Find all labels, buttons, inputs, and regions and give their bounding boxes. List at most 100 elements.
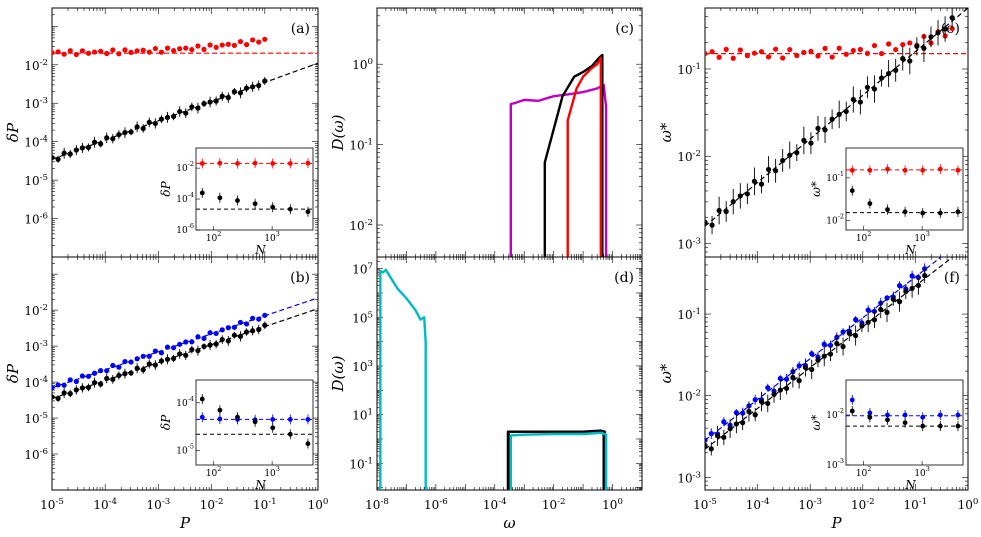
- y-tick-label: 10-3: [677, 470, 701, 485]
- panel-c: 100 10-1 10-2 D(ω) (c): [329, 7, 643, 258]
- inset-data-point: [217, 407, 223, 413]
- data-point: [213, 44, 219, 50]
- y-tick-label: 10-6: [24, 447, 48, 462]
- data-point: [846, 330, 852, 336]
- data-point: [840, 329, 846, 335]
- inset-data-point: [920, 167, 926, 173]
- inset-data-point: [920, 210, 926, 216]
- y-tick-label: 10-2: [349, 218, 373, 233]
- fit-line: [705, 8, 968, 227]
- data-point: [110, 47, 116, 53]
- data-point: [177, 46, 183, 52]
- inset-data-point: [252, 201, 258, 207]
- data-point: [709, 222, 715, 228]
- y-tick-label: 10-1: [349, 138, 373, 153]
- inset-y-tick-label: 10-5: [176, 443, 194, 457]
- fit-line: [52, 62, 318, 160]
- data-point: [189, 47, 195, 53]
- inset-y-axis-label: δP: [159, 414, 173, 430]
- inset-data-point: [955, 412, 961, 418]
- inset-data-point: [849, 397, 855, 403]
- inset-x-tick-label: 102: [856, 465, 872, 479]
- y-tick-label: 10-3: [24, 96, 48, 111]
- inset-data-point: [199, 161, 205, 166]
- data-point: [67, 48, 73, 54]
- inset-data-point: [920, 423, 926, 429]
- inset-y-tick-label: 10-6: [176, 222, 194, 236]
- data-point: [746, 408, 752, 415]
- data-point: [104, 50, 110, 57]
- data-point: [893, 46, 899, 53]
- inset-data-point: [217, 195, 223, 201]
- series-2: [705, 268, 928, 456]
- plot-area: [705, 257, 954, 456]
- inset-x-tick-label: 102: [856, 230, 872, 244]
- data-point: [134, 48, 140, 54]
- data-point: [758, 49, 765, 55]
- inset-frame: [845, 147, 964, 231]
- inset-data-point: [235, 161, 240, 166]
- data-point: [207, 330, 213, 336]
- data-point: [152, 348, 158, 354]
- inset-series-0: [846, 164, 963, 176]
- x-tick-label: 10-2: [200, 497, 224, 512]
- x-tick-label: 10-2: [851, 497, 875, 512]
- inset-y-tick-label: 10-2: [176, 160, 194, 174]
- data-point: [207, 342, 213, 348]
- y-tick-label: 10-2: [24, 303, 48, 318]
- data-point: [843, 108, 849, 115]
- data-point: [859, 323, 865, 329]
- panel-label: (d): [614, 270, 634, 286]
- data-point: [122, 371, 128, 377]
- panel-label: (b): [290, 270, 310, 286]
- fit-line: [52, 308, 318, 400]
- data-point: [91, 139, 98, 145]
- y-tick-label: 10-2: [24, 58, 48, 73]
- inset-data-point: [287, 206, 293, 212]
- data-point: [822, 45, 828, 52]
- y-tick-label: 10-2: [677, 389, 701, 404]
- data-point: [177, 341, 183, 347]
- data-point: [796, 363, 802, 369]
- data-point: [237, 90, 244, 96]
- data-point: [878, 306, 884, 313]
- inset-y-tick-label: 10-4: [176, 395, 194, 409]
- data-point: [834, 340, 840, 347]
- series-3: [52, 62, 318, 160]
- inset-x-tick-label: 103: [264, 230, 280, 244]
- inset-x-axis-label: N: [904, 478, 916, 492]
- data-point: [907, 58, 913, 64]
- data-point: [158, 49, 165, 55]
- inset-data-point: [849, 408, 855, 414]
- panel-d: 107 105 103 101 10-1 10-8 10-6 10-4 10-2 100 D(ω) ω…: [329, 256, 643, 532]
- inset-data-point: [902, 412, 908, 418]
- y-tick-label: 10-2: [677, 149, 701, 164]
- x-tick-label: 100: [958, 497, 979, 512]
- data-point: [219, 93, 225, 99]
- inset-y-tick-label: 10-2: [826, 407, 844, 421]
- data-point: [942, 26, 948, 32]
- data-point: [189, 104, 195, 110]
- inset-data-point: [287, 416, 293, 422]
- data-point: [183, 45, 189, 51]
- minor-ticks: [704, 7, 969, 258]
- data-point: [815, 357, 821, 363]
- data-point: [796, 378, 802, 384]
- series-1: [543, 53, 604, 257]
- series-line: [379, 268, 427, 490]
- inset-series-1: [846, 185, 963, 219]
- inset-x-tick-label: 103: [914, 465, 930, 479]
- data-point: [183, 339, 189, 345]
- x-tick-label: 10-5: [693, 497, 717, 512]
- y-tick-label: 10-1: [349, 456, 373, 471]
- data-point: [79, 373, 85, 379]
- data-point: [250, 315, 256, 321]
- inset-data-point: [217, 416, 223, 422]
- data-point: [836, 45, 842, 51]
- series-3: [705, 8, 968, 227]
- data-point: [122, 130, 128, 136]
- data-point: [878, 75, 885, 81]
- data-point: [146, 49, 152, 55]
- data-point: [140, 47, 146, 53]
- data-point: [903, 288, 909, 295]
